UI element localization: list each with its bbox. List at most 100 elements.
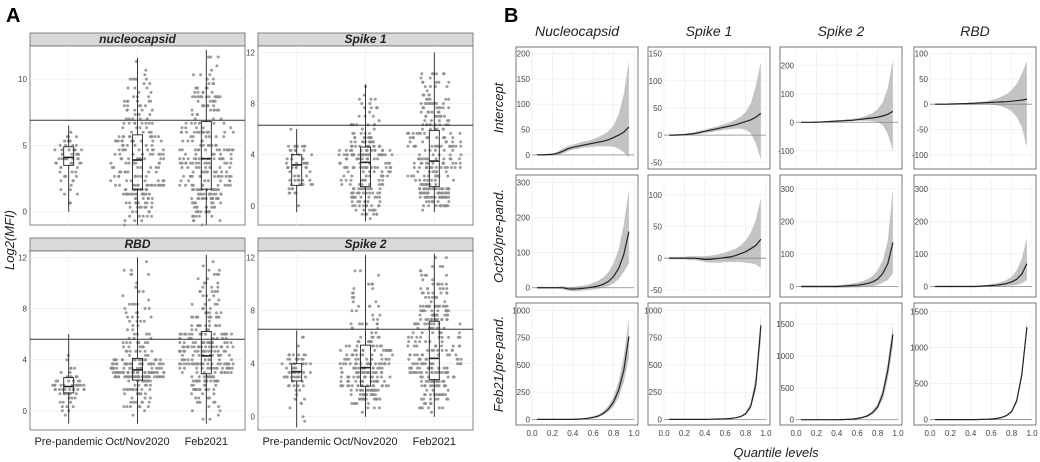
cell-feb21-pre-pand--nucleocapsid: 0 250 500 750 1000 0.0 0.2 0.4 0.6 0.8 1.0 — [512, 302, 640, 438]
x-tick-label: 0.0 — [526, 429, 538, 438]
data-point — [121, 126, 125, 130]
data-point — [147, 197, 150, 200]
data-point — [196, 349, 200, 353]
data-point — [143, 157, 147, 161]
data-point — [207, 95, 211, 99]
data-point — [304, 362, 308, 366]
data-point — [182, 341, 186, 345]
data-point — [411, 131, 415, 135]
data-point — [147, 272, 150, 276]
y-tick-label: -50 — [916, 126, 928, 135]
row-title: Intercept — [491, 81, 506, 133]
data-point — [218, 148, 221, 152]
data-point — [342, 153, 346, 157]
data-point — [423, 322, 427, 326]
data-point — [196, 148, 200, 152]
data-point — [345, 157, 349, 161]
data-point — [69, 183, 73, 187]
data-point — [371, 287, 375, 291]
data-point — [440, 371, 444, 374]
data-point — [134, 285, 138, 289]
box — [200, 331, 212, 375]
data-point — [429, 322, 433, 326]
data-point — [368, 131, 371, 135]
data-point — [369, 97, 373, 101]
data-point — [155, 375, 159, 379]
data-point — [441, 161, 445, 165]
data-point — [150, 201, 154, 205]
data-point — [420, 273, 423, 277]
data-point — [422, 187, 426, 191]
y-tick-label: 50 — [919, 75, 928, 84]
data-point — [199, 95, 202, 99]
data-point — [196, 277, 200, 281]
data-point — [211, 188, 215, 192]
data-point — [344, 344, 348, 348]
data-point — [212, 294, 216, 298]
data-point — [210, 90, 214, 94]
data-point — [409, 174, 413, 178]
data-point — [418, 313, 422, 317]
data-point — [370, 331, 374, 335]
data-point — [122, 268, 126, 272]
data-point — [454, 353, 458, 357]
data-point — [219, 117, 223, 121]
x-tick-label: 1.0 — [628, 429, 640, 438]
data-point — [203, 358, 207, 362]
data-point — [123, 223, 126, 227]
facet-nucleocapsid: nucleocapsid 0 5 10 — [18, 32, 246, 227]
data-point — [456, 362, 459, 366]
y-tick-label: 5 — [23, 141, 28, 150]
data-point — [434, 256, 438, 260]
data-point — [214, 192, 218, 196]
data-point — [208, 417, 212, 421]
data-point — [71, 405, 75, 409]
data-point — [111, 362, 115, 366]
data-point — [426, 322, 429, 326]
data-point — [207, 405, 211, 409]
data-point — [113, 139, 117, 143]
data-point — [143, 341, 147, 345]
data-point — [220, 174, 224, 178]
data-point — [434, 204, 438, 208]
data-point — [211, 341, 215, 345]
estimate-line — [935, 263, 1028, 288]
y-tick-label: 500 — [649, 361, 663, 370]
cell-feb21-pre-pand--spike-2: 0 500 1000 1500 0.0 0.2 0.4 0.6 0.8 1.0 — [776, 302, 904, 438]
data-point — [377, 362, 381, 366]
data-point — [423, 148, 427, 152]
data-point — [371, 282, 375, 286]
data-point — [448, 353, 452, 357]
data-point — [350, 309, 354, 313]
data-point — [419, 318, 422, 321]
data-point — [354, 144, 358, 148]
data-point — [371, 366, 375, 370]
data-point — [445, 85, 449, 88]
x-tick-label: 0.8 — [740, 429, 752, 438]
data-point — [427, 200, 431, 204]
data-point — [152, 362, 156, 366]
y-tick-label: 200 — [517, 50, 531, 59]
y-tick-label: 300 — [517, 179, 531, 188]
data-point — [180, 353, 184, 357]
data-point — [349, 144, 353, 148]
data-point — [206, 179, 210, 183]
data-point — [138, 117, 142, 121]
data-point — [370, 353, 374, 357]
data-point — [146, 375, 150, 379]
data-point — [417, 166, 421, 169]
data-point — [414, 178, 417, 182]
x-category-label: Feb2021 — [413, 436, 456, 448]
data-point — [435, 393, 439, 397]
data-point — [63, 192, 66, 196]
data-point — [439, 144, 443, 148]
data-point — [196, 99, 200, 103]
data-point — [122, 345, 125, 349]
data-point — [216, 281, 220, 285]
data-point — [119, 371, 123, 374]
data-point — [447, 80, 451, 84]
data-point — [430, 166, 434, 169]
data-point — [151, 139, 155, 143]
data-point — [341, 362, 345, 366]
